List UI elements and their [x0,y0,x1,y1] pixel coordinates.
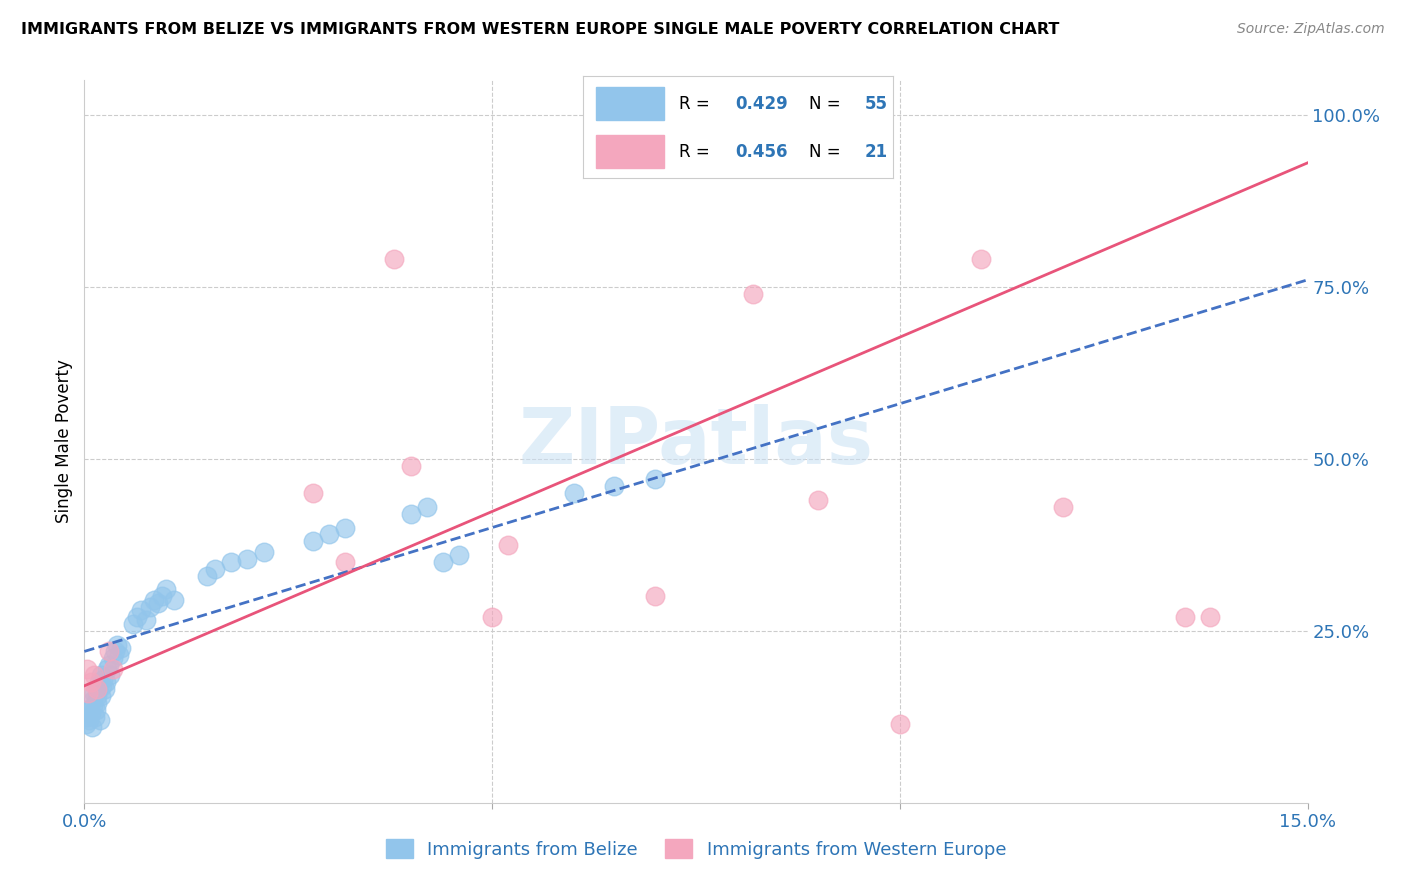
Text: R =: R = [679,143,716,161]
Point [89,713,111,727]
Point [86,696,108,710]
Point [84,710,107,724]
Point [87,682,110,697]
Point [1174,610,1197,624]
Point [80,720,103,734]
Point [77,713,100,727]
Point [83,686,105,700]
Point [644,590,666,604]
Point [86,689,108,703]
Point [498,538,520,552]
Point [107,648,129,662]
Text: Source: ZipAtlas.com: Source: ZipAtlas.com [1237,22,1385,37]
Point [399,458,422,473]
Point [301,486,323,500]
Point [195,568,218,582]
Point [142,592,165,607]
Point [449,548,471,562]
Point [138,599,160,614]
Point [75,716,97,731]
Text: R =: R = [679,95,716,112]
Point [131,603,153,617]
Point [481,610,503,624]
Point [1198,610,1220,624]
Point [644,472,666,486]
Point [77,703,100,717]
Point [416,500,439,514]
Point [335,520,357,534]
Text: 0.456: 0.456 [735,143,787,161]
Text: ZIPatlas: ZIPatlas [519,403,873,480]
Point [97,644,120,658]
Point [94,675,117,690]
Point [603,479,626,493]
Point [236,551,259,566]
Point [301,534,323,549]
Point [80,675,103,690]
Point [432,555,454,569]
Point [76,710,98,724]
Point [150,590,173,604]
Point [146,596,169,610]
Point [96,662,118,676]
Point [80,706,103,721]
Point [135,614,157,628]
Text: 21: 21 [865,143,889,161]
Point [219,555,242,569]
Legend: Immigrants from Belize, Immigrants from Western Europe: Immigrants from Belize, Immigrants from … [378,832,1014,866]
Point [101,651,124,665]
Point [318,527,340,541]
Text: IMMIGRANTS FROM BELIZE VS IMMIGRANTS FROM WESTERN EUROPE SINGLE MALE POVERTY COR: IMMIGRANTS FROM BELIZE VS IMMIGRANTS FRO… [21,22,1060,37]
Point [93,682,115,697]
Point [90,689,112,703]
Point [77,686,100,700]
Point [889,716,911,731]
Point [204,562,226,576]
Point [90,668,112,682]
Y-axis label: Single Male Poverty: Single Male Poverty [55,359,73,524]
Text: 0.429: 0.429 [735,95,787,112]
Point [97,658,120,673]
Point [970,252,993,267]
Point [100,668,122,682]
Point [84,703,107,717]
Point [82,699,104,714]
Point [91,679,114,693]
Point [104,644,127,658]
Point [253,544,276,558]
Text: N =: N = [810,95,846,112]
Point [127,610,149,624]
Point [335,555,357,569]
Point [76,662,98,676]
Point [105,638,128,652]
Text: N =: N = [810,143,846,161]
Point [122,616,145,631]
Point [86,682,108,697]
Point [807,493,830,508]
Point [87,675,110,690]
Point [82,692,104,706]
Point [562,486,585,500]
Point [110,640,132,655]
Point [155,582,177,597]
Point [83,668,105,682]
Text: 55: 55 [865,95,889,112]
Point [163,592,186,607]
Point [91,672,114,686]
Point [1052,500,1074,514]
Point [101,662,124,676]
Point [742,286,765,301]
FancyBboxPatch shape [596,136,664,168]
Point [399,507,422,521]
FancyBboxPatch shape [596,87,664,120]
Point [382,252,405,267]
